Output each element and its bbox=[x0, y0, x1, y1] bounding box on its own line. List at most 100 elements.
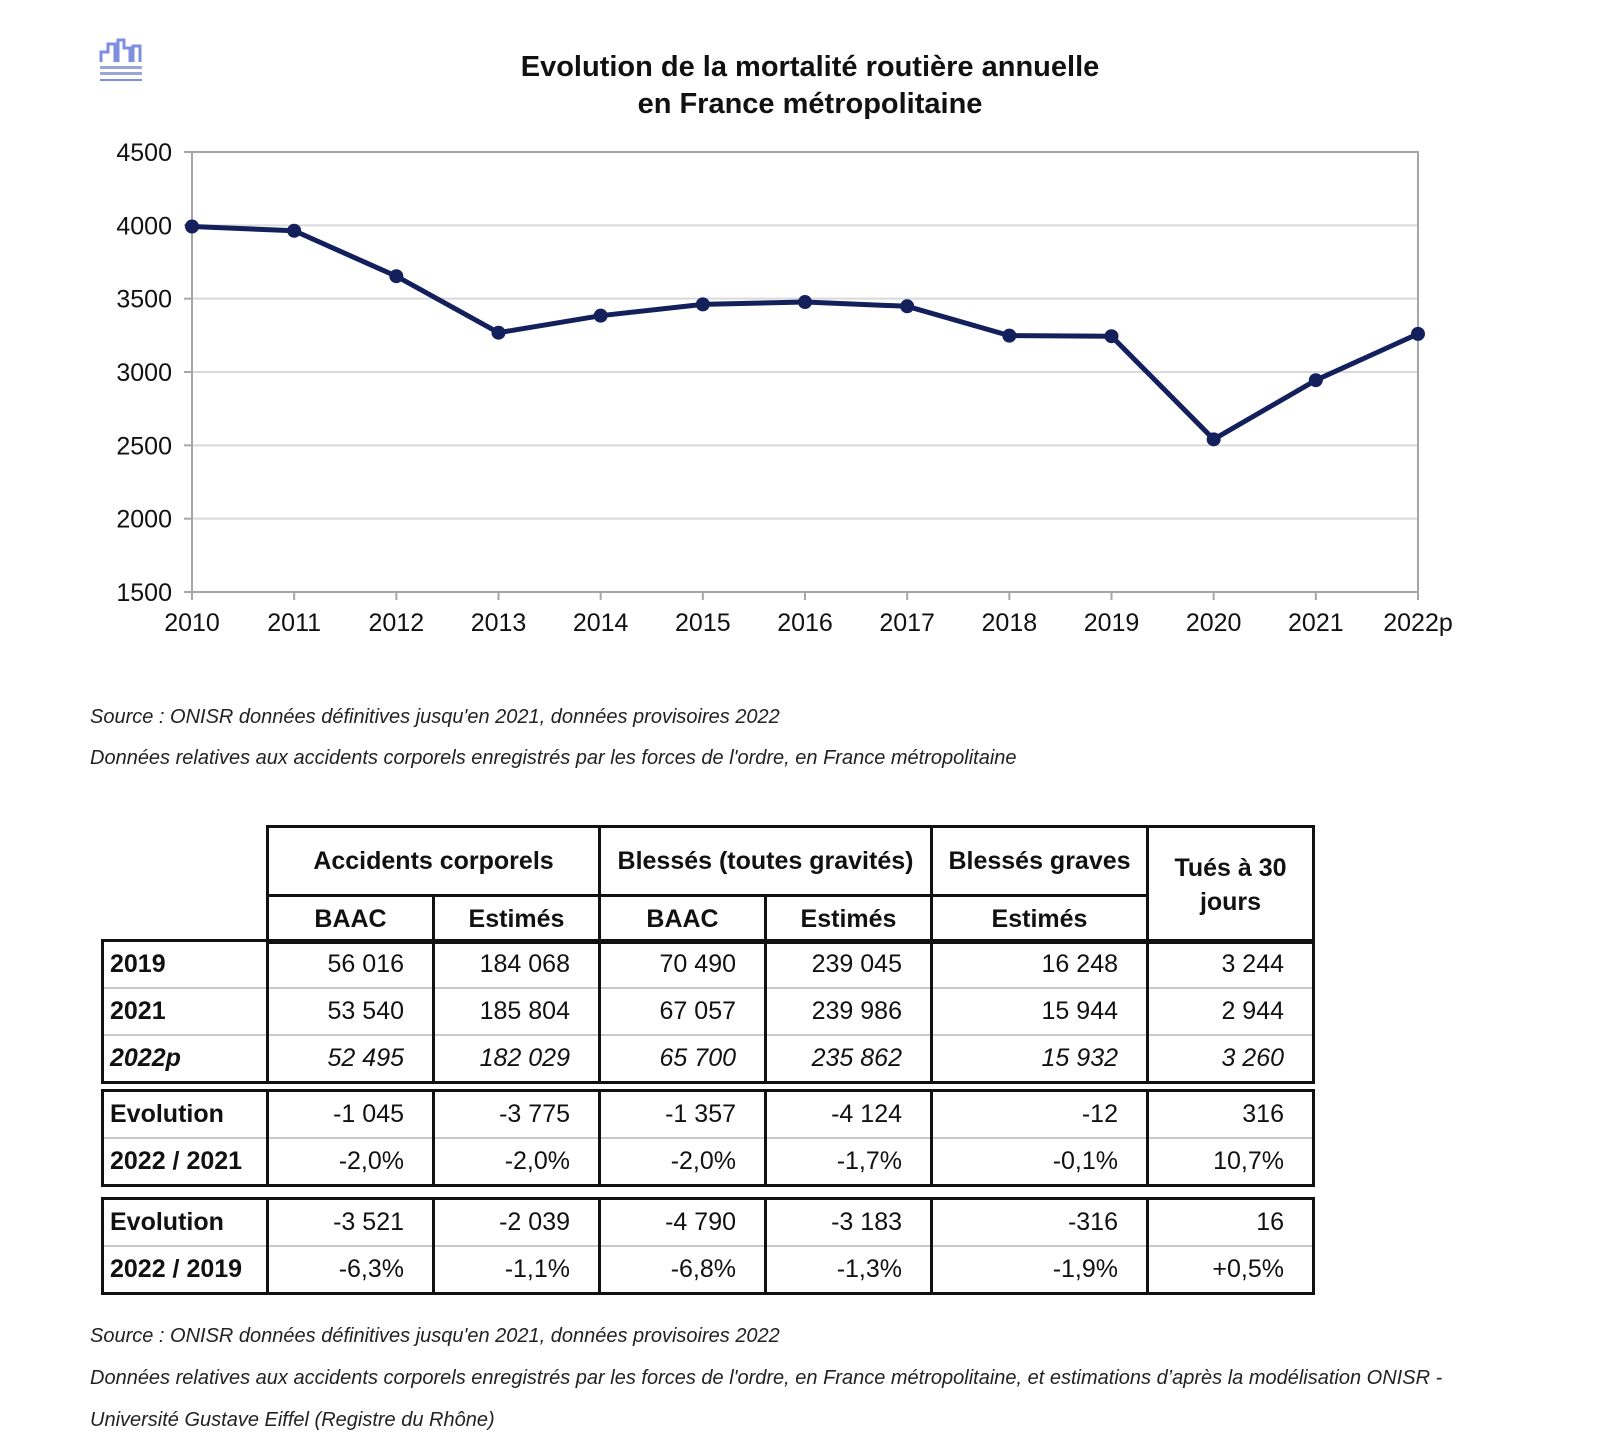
y-tick-label: 2000 bbox=[116, 506, 172, 534]
data-point-2018 bbox=[1002, 328, 1017, 343]
row-label: 2021 bbox=[101, 987, 269, 1035]
table-cell: 2 944 bbox=[1146, 987, 1315, 1035]
data-point-2019 bbox=[1104, 329, 1119, 344]
table-row: 2019 56 016 184 068 70 490 239 045 16 248 3 24… bbox=[101, 939, 1315, 988]
table-cell: -4 124 bbox=[764, 1089, 933, 1138]
data-point-2011 bbox=[287, 223, 302, 238]
table-cell: +0,5% bbox=[1146, 1245, 1315, 1294]
x-tick-label: 2013 bbox=[471, 609, 527, 637]
series-points bbox=[185, 219, 1425, 447]
data-point-2021 bbox=[1308, 373, 1323, 388]
table-block-evolution-2019: Evolution -3 521 -2 039 -4 790 -3 183 -316 16 2… bbox=[101, 1197, 1315, 1295]
table-cell: -6,8% bbox=[598, 1245, 767, 1294]
row-label: Evolution bbox=[101, 1197, 269, 1246]
y-tick-label: 1500 bbox=[116, 579, 172, 607]
x-tick-label: 2017 bbox=[879, 609, 935, 637]
table-cell: 239 986 bbox=[764, 987, 933, 1035]
header-blesses-toutes-gravites: Blessés (toutes gravités) bbox=[598, 825, 933, 897]
mortality-line-chart: Evolution de la mortalité routière annue… bbox=[116, 51, 1453, 637]
y-axis-ticks: 1500 2000 2500 3000 3500 4000 4500 bbox=[116, 139, 192, 607]
subheader-blesses-baac: BAAC bbox=[598, 894, 767, 944]
table-cell: 316 bbox=[1146, 1089, 1315, 1138]
table-cell: 10,7% bbox=[1146, 1137, 1315, 1186]
table-cell: -2 039 bbox=[432, 1197, 601, 1246]
table-cell: 52 495 bbox=[266, 1034, 435, 1083]
x-tick-label: 2012 bbox=[369, 609, 425, 637]
row-label: 2022 / 2019 bbox=[101, 1245, 269, 1294]
table-cell: 239 045 bbox=[764, 939, 933, 988]
x-tick-label: 2019 bbox=[1084, 609, 1140, 637]
row-label: Evolution bbox=[101, 1089, 269, 1138]
table-cell: -4 790 bbox=[598, 1197, 767, 1246]
table-cell: 184 068 bbox=[432, 939, 601, 988]
x-tick-label: 2021 bbox=[1288, 609, 1344, 637]
table-cell: -1 357 bbox=[598, 1089, 767, 1138]
table-cell: -0,1% bbox=[930, 1137, 1149, 1186]
table-cell: -1,9% bbox=[930, 1245, 1149, 1294]
subheader-blesses-estimes: Estimés bbox=[764, 894, 933, 944]
y-tick-label: 4000 bbox=[116, 212, 172, 240]
table-scope-note-line2: Université Gustave Eiffel (Registre du R… bbox=[90, 1409, 495, 1431]
subheader-accidents-baac: BAAC bbox=[266, 894, 435, 944]
data-point-2016 bbox=[798, 295, 812, 310]
table-cell: 53 540 bbox=[266, 987, 435, 1035]
table-header: Accidents corporels Blessés (toutes grav… bbox=[266, 825, 1315, 944]
table-cell: -2,0% bbox=[432, 1137, 601, 1186]
table-scope-note-line1: Données relatives aux accidents corporel… bbox=[90, 1367, 1443, 1389]
statistique-publique-logo bbox=[99, 38, 142, 81]
header-tues-30-jours: Tués à 30 jours bbox=[1146, 825, 1315, 944]
y-tick-label: 4500 bbox=[116, 139, 172, 167]
table-source-note: Source : ONISR données définitives jusqu… bbox=[90, 1325, 780, 1347]
table-cell: 15 944 bbox=[930, 987, 1149, 1035]
table-cell: 16 248 bbox=[930, 939, 1149, 988]
subheader-graves-estimes: Estimés bbox=[930, 894, 1149, 944]
x-tick-label: 2010 bbox=[164, 609, 220, 637]
table-block-evolution-2021: Evolution -1 045 -3 775 -1 357 -4 124 -12 316 2… bbox=[101, 1089, 1315, 1187]
table-cell: -2,0% bbox=[266, 1137, 435, 1186]
table-cell: -3 183 bbox=[764, 1197, 933, 1246]
table-cell: -12 bbox=[930, 1089, 1149, 1138]
table-cell: 16 bbox=[1146, 1197, 1315, 1246]
x-tick-label: 2016 bbox=[777, 609, 833, 637]
table-cell: -2,0% bbox=[598, 1137, 767, 1186]
table-cell: -1,3% bbox=[764, 1245, 933, 1294]
y-tick-label: 2500 bbox=[116, 432, 172, 460]
table-cell: -3 521 bbox=[266, 1197, 435, 1246]
series-line-tues bbox=[191, 224, 1420, 442]
table-cell: 70 490 bbox=[598, 939, 767, 988]
table-cell: 65 700 bbox=[598, 1034, 767, 1083]
table-cell: 3 244 bbox=[1146, 939, 1315, 988]
row-label: 2019 bbox=[101, 939, 269, 988]
table-cell: -6,3% bbox=[266, 1245, 435, 1294]
table-row: 2022p 52 495 182 029 65 700 235 862 15 932 3 2… bbox=[101, 1034, 1315, 1083]
table-block-years: 2019 56 016 184 068 70 490 239 045 16 248 3 24… bbox=[101, 939, 1315, 1084]
x-tick-label: 2014 bbox=[573, 609, 629, 637]
table-cell: 67 057 bbox=[598, 987, 767, 1035]
data-point-2014 bbox=[593, 308, 608, 323]
y-tick-label: 3500 bbox=[116, 286, 172, 314]
x-tick-label: 2018 bbox=[982, 609, 1038, 637]
data-point-2012 bbox=[389, 269, 404, 284]
header-accidents-corporels: Accidents corporels bbox=[266, 825, 601, 897]
table-row: 2022 / 2021 -2,0% -2,0% -2,0% -1,7% -0,1% 10,7… bbox=[101, 1137, 1315, 1186]
chart-scope-note: Données relatives aux accidents corporel… bbox=[90, 747, 1017, 769]
data-point-2013 bbox=[491, 325, 506, 340]
table-cell: -316 bbox=[930, 1197, 1149, 1246]
table-cell: 15 932 bbox=[930, 1034, 1149, 1083]
table-row: 2021 53 540 185 804 67 057 239 986 15 944 2 94… bbox=[101, 987, 1315, 1035]
data-point-2020 bbox=[1206, 432, 1221, 447]
subheader-accidents-estimes: Estimés bbox=[432, 894, 601, 944]
header-blesses-graves: Blessés graves bbox=[930, 825, 1149, 897]
table-cell: 235 862 bbox=[764, 1034, 933, 1083]
table-cell: 56 016 bbox=[266, 939, 435, 988]
data-point-2010 bbox=[185, 219, 199, 234]
x-tick-label: 2020 bbox=[1186, 609, 1242, 637]
table-row: Evolution -1 045 -3 775 -1 357 -4 124 -12 316 bbox=[101, 1089, 1315, 1138]
row-label: 2022 / 2021 bbox=[101, 1137, 269, 1186]
x-axis-ticks: 2010 2011 2012 2013 2014 2015 2016 2017 2018 2019… bbox=[164, 592, 1453, 637]
x-tick-label: 2022p bbox=[1383, 609, 1453, 637]
chart-subtitle: en France métropolitaine bbox=[638, 88, 983, 120]
table-cell: -3 775 bbox=[432, 1089, 601, 1138]
table-row: Evolution -3 521 -2 039 -4 790 -3 183 -316 16 bbox=[101, 1197, 1315, 1246]
table-cell: 185 804 bbox=[432, 987, 601, 1035]
